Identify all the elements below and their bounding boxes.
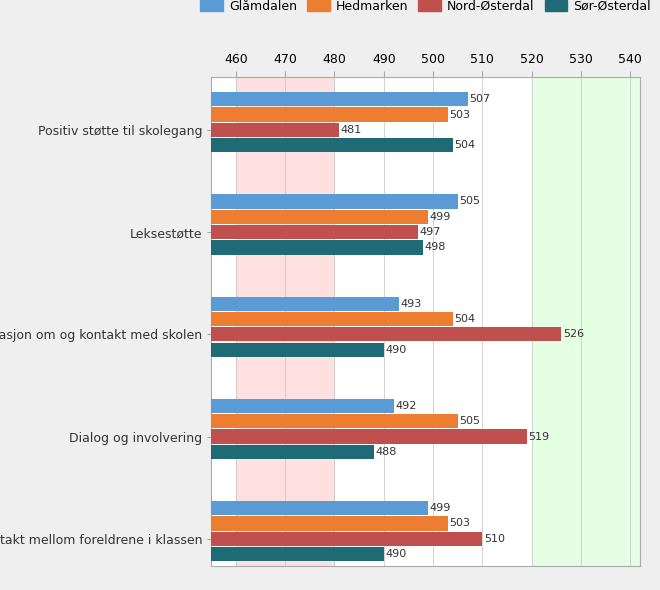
Text: 507: 507: [469, 94, 490, 104]
Bar: [236, 77, 335, 566]
Text: 505: 505: [459, 416, 480, 426]
Text: 497: 497: [420, 227, 441, 237]
Bar: [211, 532, 482, 546]
Bar: [211, 123, 339, 137]
Text: 503: 503: [449, 519, 471, 529]
Bar: [211, 516, 448, 530]
Bar: [211, 138, 453, 152]
Text: 499: 499: [430, 503, 451, 513]
Text: 505: 505: [459, 196, 480, 206]
Text: 504: 504: [454, 314, 475, 324]
Text: 492: 492: [395, 401, 416, 411]
Bar: [211, 312, 453, 326]
Text: 490: 490: [385, 345, 407, 355]
Text: 493: 493: [400, 299, 421, 309]
Text: 488: 488: [376, 447, 397, 457]
Text: 510: 510: [484, 534, 505, 544]
Text: 498: 498: [425, 242, 446, 253]
Bar: [211, 194, 458, 209]
Bar: [211, 327, 561, 342]
Bar: [211, 225, 418, 240]
Legend: Glåmdalen, Hedmarken, Nord-Østerdal, Sør-Østerdal: Glåmdalen, Hedmarken, Nord-Østerdal, Sør…: [195, 0, 656, 18]
Bar: [211, 297, 399, 311]
Bar: [211, 430, 527, 444]
Bar: [211, 92, 468, 106]
Bar: [211, 547, 383, 561]
Bar: [532, 77, 640, 566]
Bar: [211, 209, 428, 224]
Text: 490: 490: [385, 549, 407, 559]
Bar: [211, 399, 393, 413]
Text: 481: 481: [341, 125, 362, 135]
Bar: [211, 343, 383, 357]
Text: 519: 519: [528, 431, 549, 441]
Text: 526: 526: [563, 329, 584, 339]
Bar: [211, 240, 423, 255]
Bar: [211, 414, 458, 428]
Bar: [211, 501, 428, 515]
Bar: [211, 107, 448, 122]
Text: 504: 504: [454, 140, 475, 150]
Bar: [211, 445, 374, 459]
Text: 499: 499: [430, 212, 451, 222]
Text: 503: 503: [449, 110, 471, 120]
